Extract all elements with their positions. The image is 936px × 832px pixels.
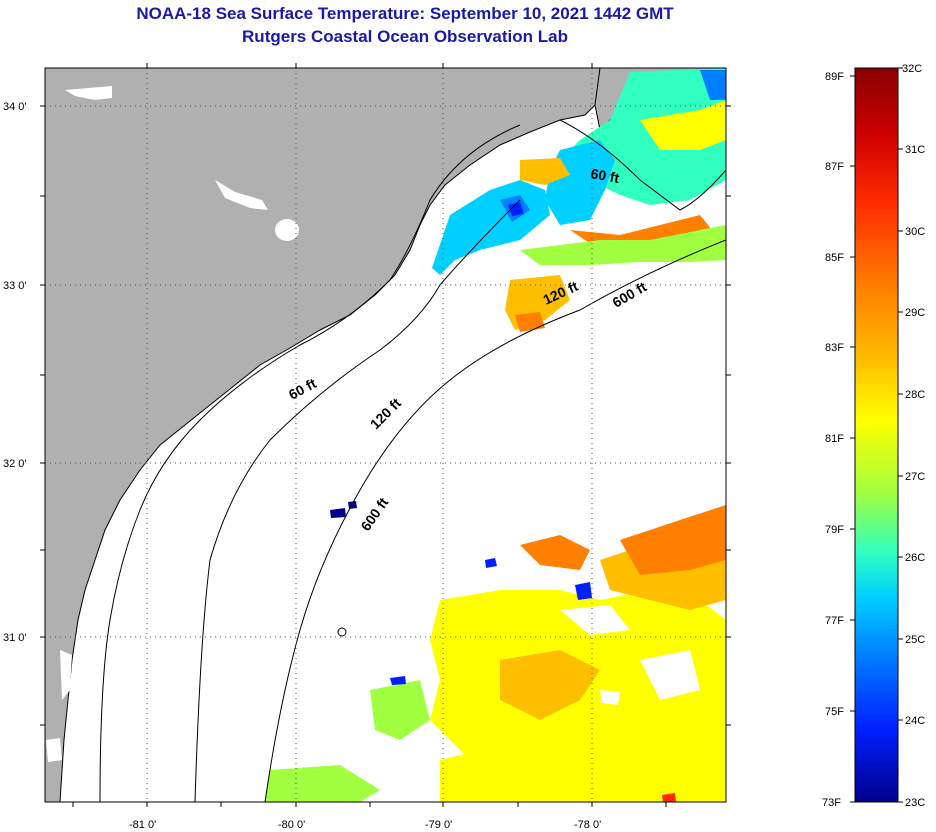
contour-120ft bbox=[194, 199, 521, 802]
lon-label: -81 0' bbox=[129, 819, 156, 831]
colorbar-c-label: 32C bbox=[902, 63, 922, 75]
colorbar: 89F 87F 85F 83F 81F 79F 77F 75F 73F 32C … bbox=[822, 63, 925, 809]
colorbar-c-label: 24C bbox=[905, 715, 925, 727]
colorbar-f-label: 89F bbox=[825, 71, 844, 83]
contour-600ft bbox=[264, 239, 726, 802]
colorbar-f-label: 77F bbox=[825, 615, 844, 627]
colorbar-c-label: 30C bbox=[905, 226, 925, 238]
colorbar-f-label: 73F bbox=[822, 797, 841, 809]
colorbar-f-label: 75F bbox=[825, 706, 844, 718]
colorbar-gradient bbox=[854, 67, 899, 803]
colorbar-c-label: 26C bbox=[905, 552, 925, 564]
colorbar-f-label: 79F bbox=[825, 524, 844, 536]
contour-label: 60 ft bbox=[589, 165, 620, 186]
colorbar-f-label: 81F bbox=[825, 433, 844, 445]
colorbar-c-label: 27C bbox=[905, 471, 925, 483]
sst-patch-south bbox=[265, 501, 726, 802]
colorbar-c-label: 29C bbox=[905, 307, 925, 319]
map-title: NOAA-18 Sea Surface Temperature: Septemb… bbox=[136, 4, 674, 23]
lat-label: 31 0' bbox=[3, 632, 27, 644]
lat-label: 32 0' bbox=[3, 458, 27, 470]
colorbar-f-label: 87F bbox=[825, 161, 844, 173]
colorbar-f-label: 83F bbox=[825, 342, 844, 354]
lat-label: 33 0' bbox=[3, 280, 27, 292]
colorbar-c-label: 28C bbox=[905, 389, 925, 401]
colorbar-c-label: 31C bbox=[905, 144, 925, 156]
sst-patch-northeast bbox=[432, 68, 726, 332]
lon-label: -80 0' bbox=[278, 819, 305, 831]
lat-label: 34 0' bbox=[3, 101, 27, 113]
colorbar-c-label: 25C bbox=[905, 634, 925, 646]
land-mass bbox=[45, 68, 621, 802]
graticule bbox=[45, 68, 726, 802]
lon-label: -79 0' bbox=[425, 819, 452, 831]
depth-contours bbox=[99, 119, 726, 802]
colorbar-c-label: 23C bbox=[905, 797, 925, 809]
contour-60ft bbox=[99, 124, 521, 802]
colorbar-f-label: 85F bbox=[825, 252, 844, 264]
map-frame bbox=[44, 67, 727, 803]
lon-label: -78 0' bbox=[574, 819, 601, 831]
map-ticks bbox=[40, 63, 731, 807]
map-subtitle: Rutgers Coastal Ocean Observation Lab bbox=[242, 27, 568, 46]
